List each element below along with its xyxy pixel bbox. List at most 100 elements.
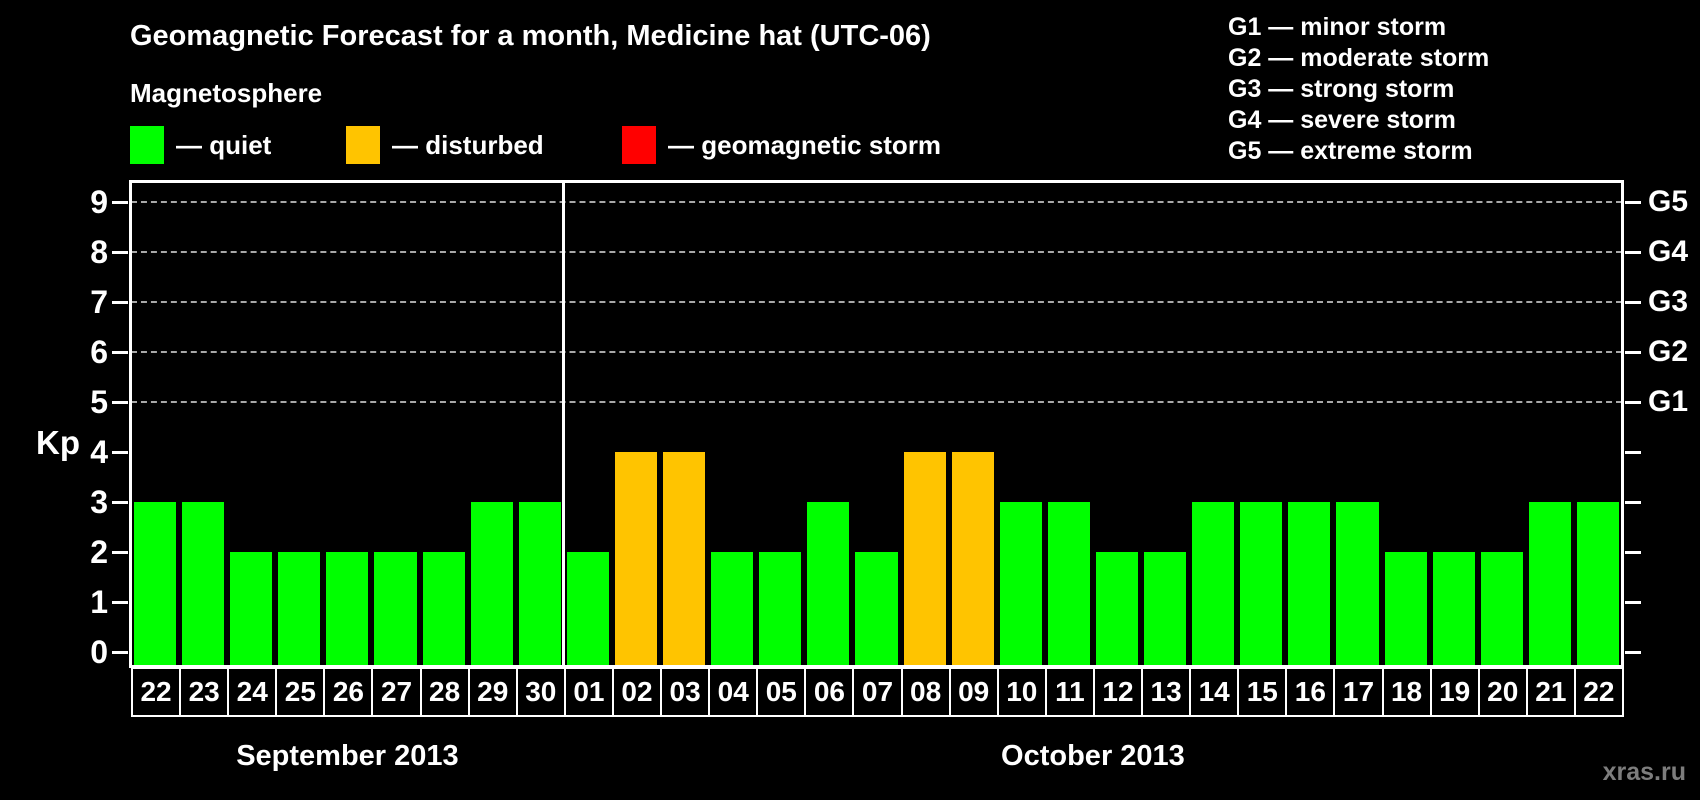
- y-axis-tick-label: 0: [90, 634, 108, 670]
- kp-bar: [470, 502, 513, 667]
- day-cell: 28: [419, 667, 470, 717]
- kp-bar: [614, 452, 658, 667]
- legend-item-label: — disturbed: [392, 129, 544, 160]
- y-axis-tick-label: 6: [90, 334, 108, 370]
- axis-top: [129, 180, 1624, 183]
- y-axis-tick: [1625, 201, 1641, 204]
- kp-bar: [182, 502, 225, 667]
- g-level-label: G1: [1648, 385, 1689, 418]
- day-cell: 30: [515, 667, 566, 717]
- storm-scale-legend-line: G1 — minor storm: [1228, 13, 1447, 41]
- storm-scale-legend: G1 — minor storm G2 — moderate storm G3 — …: [1228, 12, 1489, 167]
- day-cell: 10: [996, 667, 1047, 717]
- y-axis-tick-label: 7: [90, 284, 108, 320]
- axis-left: [129, 182, 132, 667]
- day-cell: 08: [900, 667, 951, 717]
- storm-scale-legend-line: G4 — severe storm: [1228, 106, 1456, 134]
- day-cell: 17: [1333, 667, 1384, 717]
- day-cell: 27: [371, 667, 422, 717]
- y-axis-tick: [112, 551, 128, 554]
- day-cell: 13: [1141, 667, 1192, 717]
- kp-bar: [1240, 502, 1283, 667]
- y-axis-tick: [112, 201, 128, 204]
- kp-bar: [1192, 502, 1235, 667]
- kp-bar: [1144, 552, 1187, 667]
- y-axis-tick: [1625, 501, 1641, 504]
- day-cell: 22: [1573, 667, 1624, 717]
- day-cell: 26: [323, 667, 374, 717]
- kp-bar: [1288, 502, 1331, 667]
- axis-bottom: [129, 665, 1624, 668]
- axis-right: [1621, 182, 1624, 667]
- y-axis-tick: [112, 501, 128, 504]
- day-cell: 18: [1381, 667, 1432, 717]
- y-axis-tick-label: 5: [90, 384, 108, 420]
- g-level-label: G3: [1648, 285, 1689, 318]
- g-level-label: G4: [1648, 235, 1689, 268]
- day-cell: 24: [227, 667, 278, 717]
- y-axis-tick: [1625, 301, 1641, 304]
- y-axis-title: Kp: [36, 424, 80, 461]
- kp-bar: [711, 552, 754, 667]
- kp-bar: [422, 552, 465, 667]
- y-axis-tick: [1625, 451, 1641, 454]
- kp-bar: [1384, 552, 1427, 667]
- day-cell: 15: [1237, 667, 1288, 717]
- chart-title: Geomagnetic Forecast for a month, Medici…: [130, 20, 931, 52]
- legend-item-storm: — geomagnetic storm: [622, 126, 941, 164]
- day-cell: 14: [1189, 667, 1240, 717]
- y-axis-tick-label: 3: [90, 484, 108, 520]
- legend-item-label: — geomagnetic storm: [668, 129, 942, 160]
- month-label: September 2013: [236, 740, 459, 772]
- y-axis-tick: [1625, 651, 1641, 654]
- legend-item-disturbed: — disturbed: [346, 126, 544, 164]
- y-axis-tick-label: 8: [90, 234, 108, 270]
- day-cell: 16: [1285, 667, 1336, 717]
- magnetosphere-legend-title: Magnetosphere: [130, 78, 323, 108]
- kp-bar: [1432, 552, 1475, 667]
- y-axis-tick: [112, 651, 128, 654]
- kp-bar: [326, 552, 369, 667]
- kp-bar: [903, 452, 946, 667]
- kp-bar: [951, 452, 994, 667]
- y-axis-tick: [112, 401, 128, 404]
- legend-item-quiet: — quiet: [130, 126, 271, 164]
- kp-bar: [807, 502, 850, 667]
- kp-bar: [134, 502, 177, 667]
- month-separator-line: [562, 182, 566, 667]
- gridline: [131, 251, 1622, 253]
- month-label: October 2013: [1001, 740, 1185, 772]
- day-cell: 07: [852, 667, 903, 717]
- storm-color-swatch: [622, 126, 656, 164]
- kp-bar: [1576, 502, 1619, 667]
- day-cell: 25: [275, 667, 326, 717]
- gridline: [131, 351, 1622, 353]
- day-cell: 29: [467, 667, 518, 717]
- kp-bar: [1095, 552, 1139, 667]
- quiet-color-swatch: [130, 126, 164, 164]
- y-axis-tick-label: 9: [90, 184, 108, 220]
- y-axis-tick: [112, 601, 128, 604]
- kp-bar: [374, 552, 417, 667]
- g-level-label: G2: [1648, 335, 1689, 368]
- day-cell: 11: [1044, 667, 1095, 717]
- kp-bar: [230, 552, 273, 667]
- kp-bar: [566, 552, 609, 667]
- y-axis-tick: [112, 451, 128, 454]
- y-axis-tick-label: 1: [90, 584, 108, 620]
- kp-bar: [1528, 502, 1571, 667]
- kp-bar: [1336, 502, 1379, 667]
- storm-scale-legend-line: G3 — strong storm: [1228, 75, 1455, 103]
- y-axis-tick: [112, 351, 128, 354]
- gridline: [131, 401, 1622, 403]
- kp-bar: [663, 452, 706, 667]
- kp-bar: [278, 552, 321, 667]
- y-axis-tick: [1625, 601, 1641, 604]
- day-cell: 01: [563, 667, 614, 717]
- kp-bar: [1480, 552, 1523, 667]
- day-cell: 19: [1429, 667, 1480, 717]
- day-cell: 04: [708, 667, 759, 717]
- day-cell: 09: [948, 667, 999, 717]
- y-axis-tick: [112, 251, 128, 254]
